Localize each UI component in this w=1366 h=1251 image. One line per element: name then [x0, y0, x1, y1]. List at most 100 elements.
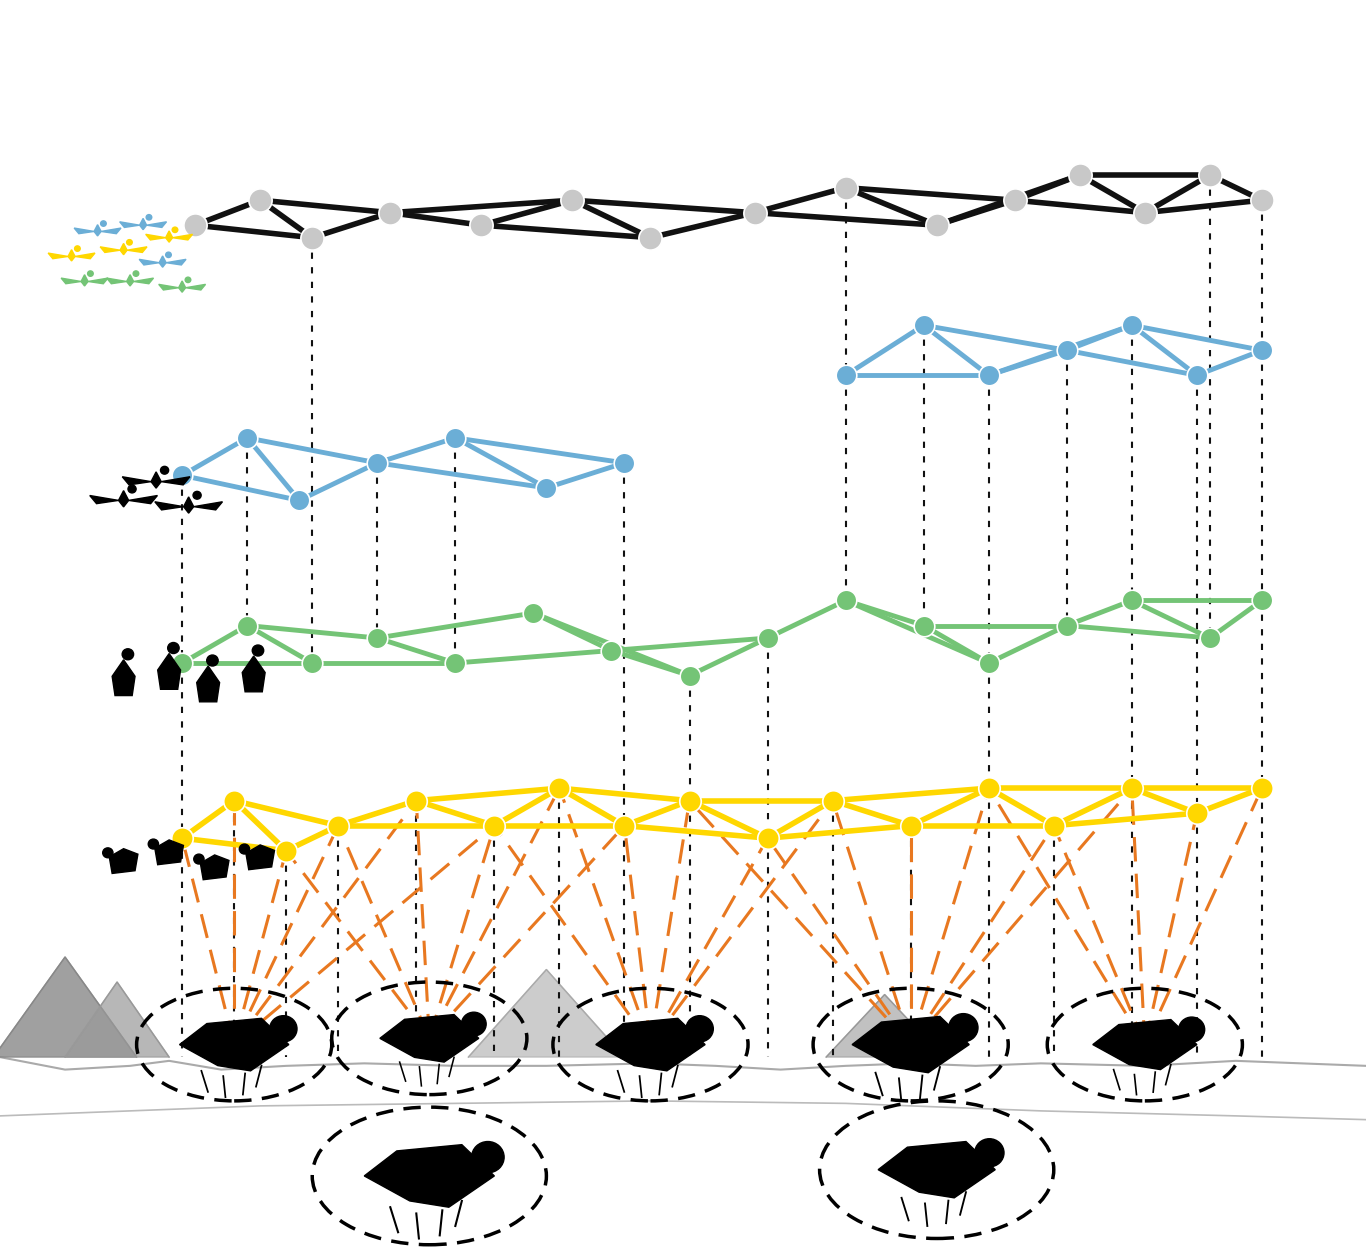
- Polygon shape: [127, 246, 148, 253]
- Point: [444, 653, 466, 673]
- Polygon shape: [179, 1018, 288, 1071]
- Point: [926, 215, 948, 235]
- Point: [757, 828, 779, 848]
- Polygon shape: [1093, 1020, 1197, 1070]
- Circle shape: [194, 854, 204, 864]
- Circle shape: [87, 271, 93, 276]
- Polygon shape: [109, 848, 138, 873]
- Point: [328, 816, 350, 836]
- Circle shape: [127, 240, 133, 245]
- Point: [1056, 615, 1078, 636]
- Point: [757, 628, 779, 648]
- Polygon shape: [183, 497, 194, 513]
- Circle shape: [102, 848, 113, 858]
- Point: [1251, 190, 1273, 210]
- Polygon shape: [172, 234, 193, 240]
- Circle shape: [253, 646, 264, 656]
- Point: [978, 653, 1000, 673]
- Polygon shape: [197, 666, 220, 702]
- Point: [1134, 203, 1156, 223]
- Point: [522, 603, 544, 623]
- Point: [1121, 778, 1143, 798]
- Polygon shape: [81, 275, 87, 286]
- Polygon shape: [179, 281, 186, 293]
- Polygon shape: [167, 259, 186, 265]
- Point: [249, 190, 270, 210]
- Point: [1004, 190, 1026, 210]
- Point: [835, 365, 856, 385]
- Polygon shape: [186, 284, 205, 290]
- Circle shape: [172, 228, 178, 233]
- Polygon shape: [128, 495, 157, 504]
- Polygon shape: [158, 284, 179, 290]
- Polygon shape: [123, 477, 152, 485]
- Polygon shape: [878, 1141, 996, 1198]
- Circle shape: [75, 246, 81, 251]
- Polygon shape: [75, 253, 96, 259]
- Point: [1251, 778, 1273, 798]
- Polygon shape: [120, 221, 139, 228]
- Point: [236, 615, 258, 636]
- Point: [561, 190, 583, 210]
- Circle shape: [146, 215, 152, 220]
- Point: [613, 816, 635, 836]
- Point: [1199, 165, 1221, 185]
- Point: [912, 315, 934, 335]
- Polygon shape: [87, 278, 108, 284]
- Circle shape: [462, 1012, 486, 1036]
- Circle shape: [1179, 1017, 1205, 1042]
- Circle shape: [101, 221, 107, 226]
- Circle shape: [165, 253, 171, 258]
- Polygon shape: [139, 219, 146, 230]
- Point: [171, 828, 193, 848]
- Circle shape: [161, 467, 168, 474]
- Polygon shape: [100, 246, 120, 253]
- Point: [679, 791, 701, 811]
- Point: [484, 816, 505, 836]
- Point: [1121, 315, 1143, 335]
- Point: [380, 203, 402, 223]
- Point: [743, 203, 765, 223]
- Circle shape: [269, 1016, 296, 1042]
- Polygon shape: [112, 659, 135, 696]
- Polygon shape: [246, 844, 275, 869]
- Circle shape: [133, 271, 139, 276]
- Point: [171, 653, 193, 673]
- Point: [302, 653, 324, 673]
- Polygon shape: [66, 982, 169, 1057]
- Circle shape: [122, 649, 134, 659]
- Polygon shape: [365, 1145, 494, 1207]
- Point: [900, 816, 922, 836]
- Point: [302, 228, 324, 248]
- Polygon shape: [74, 228, 94, 234]
- Polygon shape: [61, 278, 81, 284]
- Polygon shape: [134, 278, 153, 284]
- Point: [1186, 365, 1208, 385]
- Polygon shape: [139, 259, 158, 265]
- Polygon shape: [201, 854, 229, 879]
- Circle shape: [471, 1141, 504, 1173]
- Circle shape: [949, 1013, 978, 1042]
- Polygon shape: [242, 656, 265, 692]
- Polygon shape: [154, 502, 183, 510]
- Polygon shape: [119, 490, 128, 507]
- Polygon shape: [852, 1016, 970, 1073]
- Point: [236, 428, 258, 448]
- Polygon shape: [120, 244, 127, 255]
- Point: [470, 215, 492, 235]
- Circle shape: [149, 839, 158, 849]
- Polygon shape: [161, 477, 190, 485]
- Point: [366, 453, 388, 473]
- Polygon shape: [0, 957, 137, 1057]
- Polygon shape: [68, 250, 75, 261]
- Point: [1199, 628, 1221, 648]
- Polygon shape: [146, 221, 167, 228]
- Point: [223, 791, 245, 811]
- Point: [978, 778, 1000, 798]
- Point: [406, 791, 428, 811]
- Point: [912, 615, 934, 636]
- Point: [1186, 803, 1208, 823]
- Point: [835, 178, 856, 198]
- Polygon shape: [194, 502, 223, 510]
- Polygon shape: [48, 253, 68, 259]
